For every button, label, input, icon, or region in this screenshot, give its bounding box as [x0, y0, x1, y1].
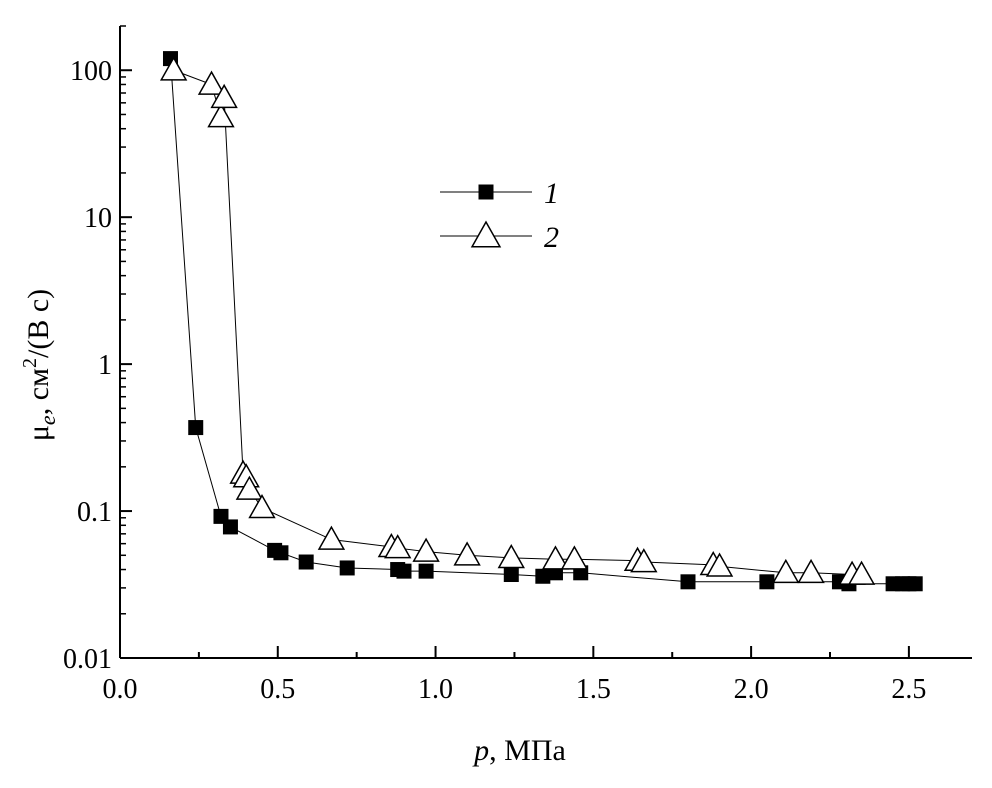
series-2-point [235, 475, 264, 500]
series-2-point [705, 552, 734, 577]
series-1-point [273, 545, 289, 561]
legend-marker-2 [470, 220, 502, 248]
series-2-point [772, 558, 800, 584]
y-tick-label: 100 [70, 56, 112, 87]
y-axis-title-rest: , см [22, 368, 55, 415]
y-axis-title: μe, см2/(В с) [19, 289, 60, 441]
y-axis-title-tail: /(В с) [22, 289, 55, 358]
y-axis-title-sup: 2 [19, 358, 41, 368]
series-2-point [797, 558, 825, 584]
y-tick-label: 10 [84, 203, 112, 234]
series-2-point [159, 56, 188, 81]
series-2-point [248, 494, 276, 519]
y-axis: 0.01 0.1 1 10 100 [63, 25, 132, 675]
series-1-point [396, 563, 412, 579]
series-1-point [503, 567, 519, 583]
x-tick-label: 1.0 [418, 674, 453, 705]
legend: 12 [440, 177, 559, 254]
legend-label-1: 1 [544, 177, 559, 210]
x-axis-title: p, МПа [472, 734, 566, 767]
series-2 [159, 56, 876, 585]
x-axis: 0.0 0.5 1.0 1.5 2.0 2.5 [103, 646, 926, 705]
series-2-point [210, 83, 238, 109]
series-2-point [197, 70, 226, 95]
series-2-point [630, 548, 658, 573]
series-2-point [207, 103, 235, 128]
x-tick-label: 1.5 [576, 674, 611, 705]
series-1-line [169, 58, 916, 585]
series-1-point [907, 576, 923, 592]
y-tick-label: 0.1 [77, 497, 112, 528]
series-2-point [497, 543, 525, 569]
series-1 [162, 51, 923, 592]
series-2-point [412, 537, 440, 562]
x-axis-title-var: p [472, 734, 489, 767]
series-1-point [188, 420, 204, 436]
series-1-point [222, 519, 238, 535]
x-tick-label: 2.0 [734, 674, 769, 705]
x-tick-label: 0.5 [260, 674, 295, 705]
series-1-point [759, 574, 775, 590]
series-2-point [453, 541, 481, 566]
legend-marker-1 [478, 184, 494, 200]
x-tick-label: 2.5 [891, 674, 926, 705]
series-2-point [847, 560, 876, 585]
series-2-line [173, 69, 862, 576]
series-1-point [418, 563, 434, 579]
y-axis-title-main: μ [22, 425, 55, 441]
y-axis-title-sub: e [35, 415, 60, 425]
series-2-point [384, 534, 412, 559]
series-2-point [541, 545, 570, 570]
series-2-point [317, 525, 346, 550]
y-tick-label: 0.01 [63, 644, 112, 675]
series-layer [159, 51, 923, 592]
x-axis-title-rest: , МПа [489, 734, 566, 767]
y-tick-label: 1 [98, 350, 112, 381]
series-1-point [339, 560, 355, 576]
series-1-point [535, 568, 551, 584]
series-2-point [560, 545, 589, 570]
series-1-point [680, 574, 696, 590]
x-tick-label: 0.0 [103, 674, 138, 705]
legend-label-2: 2 [544, 221, 559, 254]
series-1-point [298, 554, 314, 570]
